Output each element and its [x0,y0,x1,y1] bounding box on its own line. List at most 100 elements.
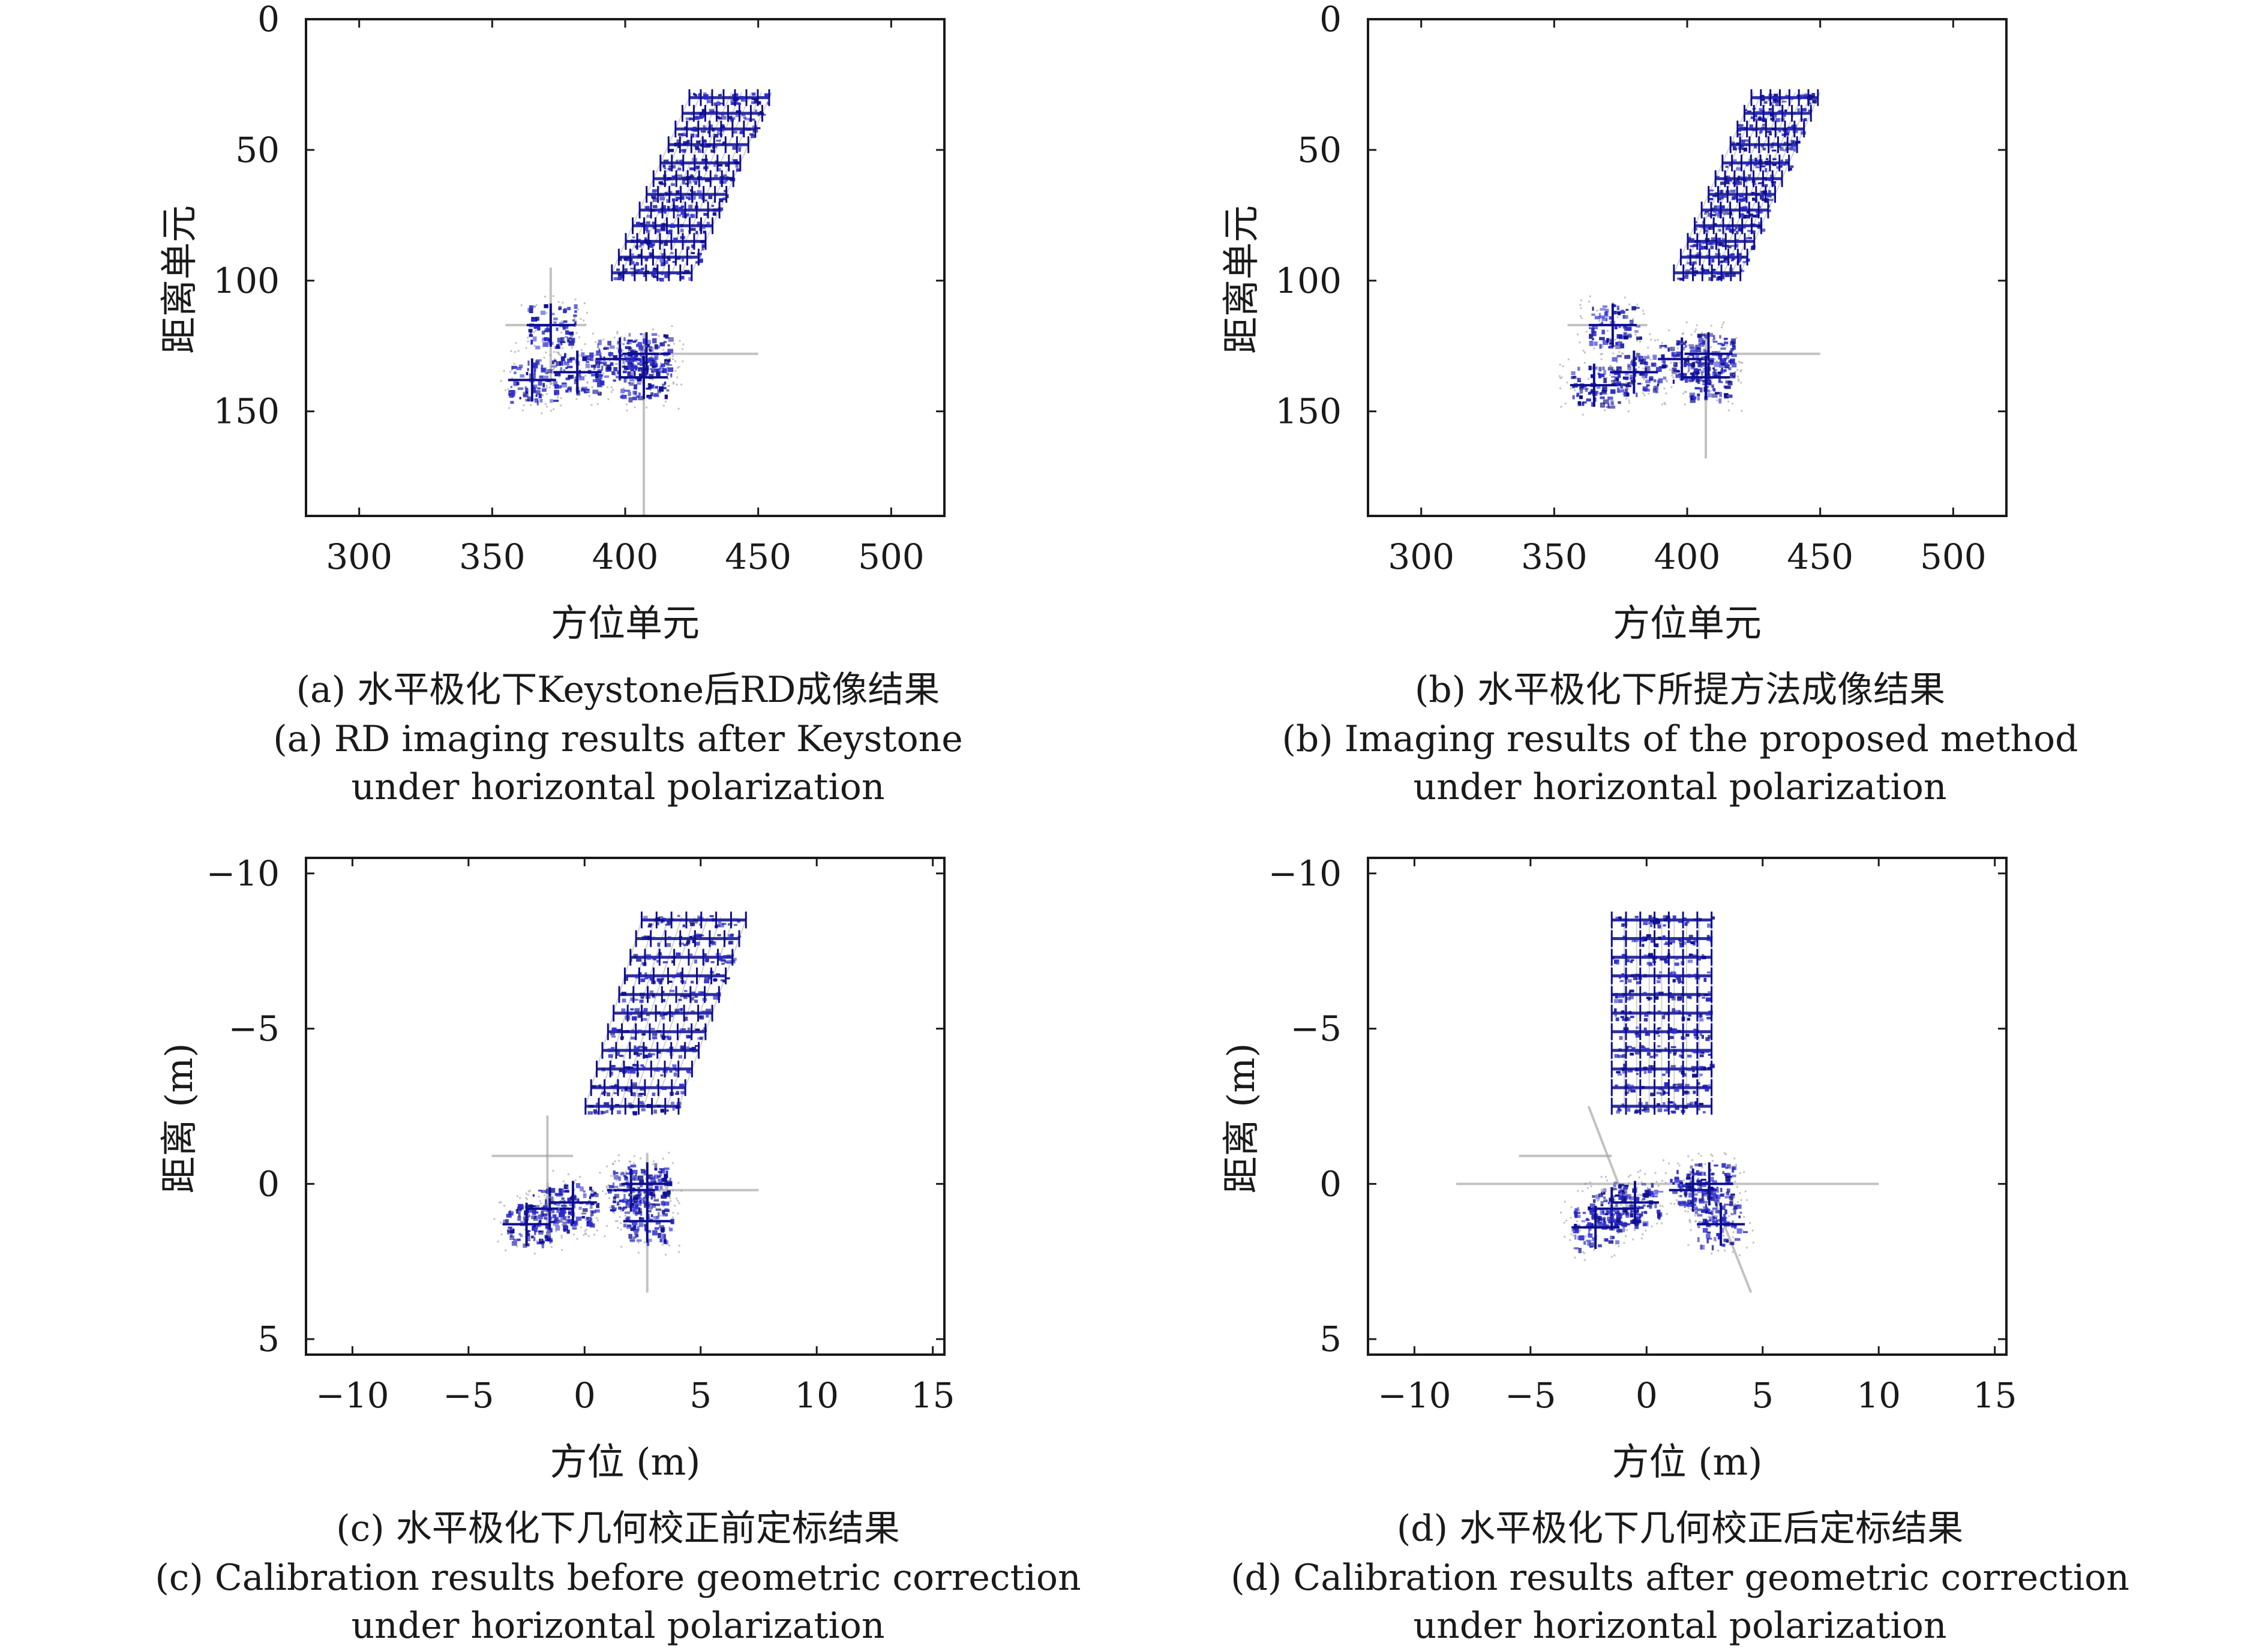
scatter-point [1591,338,1594,340]
scatter-point [1653,379,1657,383]
scatter-point [1630,1084,1634,1087]
scatter-point [646,230,650,233]
scatter-point [720,979,725,981]
scatter-point [634,365,638,369]
caption-en-b-line2: under horizontal polarization [1413,766,1947,808]
scatter-point [554,1221,557,1224]
clutter-point [591,386,593,389]
scatter-point [1600,315,1605,319]
scatter-point [652,1230,658,1236]
scatter-point [1671,996,1676,1001]
clutter-point [1630,1194,1632,1197]
clutter-point [1745,1247,1748,1249]
scatter-point [1712,1188,1717,1191]
scatter-point [635,262,639,266]
scatter-point [1626,326,1632,331]
scatter-point [646,365,649,370]
scatter-point [652,205,658,208]
clutter-point [560,354,562,356]
scatter-point [694,145,699,147]
clutter-point [655,349,657,351]
scatter-point [635,974,639,979]
scatter-point [1731,245,1735,247]
scatter-point [1724,393,1729,399]
scatter-point [655,917,661,921]
clutter-point [658,1190,661,1192]
clutter-point [612,1175,614,1178]
scatter-point [718,117,722,120]
scatter-point [1682,1184,1687,1188]
clutter-point [602,372,605,374]
clutter-point [646,406,648,409]
scatter-point [541,1211,544,1217]
scatter-point [1746,211,1750,214]
scatter-point [1736,142,1741,145]
scatter-point [1717,343,1723,345]
scatter-point [1690,1101,1694,1105]
clutter-point [611,1188,614,1191]
scatter-point [1759,131,1762,134]
scatter-point [638,1217,644,1222]
scatter-point [542,1213,548,1216]
scatter-point [683,995,688,999]
clutter-point [532,1213,534,1215]
scatter-point [656,978,661,982]
scatter-point [647,925,652,927]
scatter-point [1720,1193,1724,1197]
scatter-point [628,332,631,337]
scatter-point [659,981,663,985]
y-axis-label: 距离 (m) [157,1043,201,1194]
scatter-point [629,1187,635,1190]
scatter-point [1630,1016,1634,1019]
scatter-point [670,149,674,152]
scatter-point [1598,1244,1602,1248]
scatter-point [578,376,585,381]
clutter-point [509,371,511,373]
scatter-point [669,1227,673,1232]
scatter-point [1704,350,1710,352]
clutter-point [1638,1176,1640,1179]
scatter-point [661,1178,667,1182]
scatter-point [1622,1018,1627,1021]
scatter-point [1729,350,1733,355]
scatter-point [568,344,574,347]
scatter-point [1697,1178,1699,1181]
scatter-point [525,390,529,394]
scatter-point [752,118,755,121]
scatter-point [632,1209,635,1214]
scatter-point [757,112,760,117]
scatter-point [1624,1184,1629,1187]
clutter-point [1609,374,1611,376]
scatter-point [1793,148,1796,152]
scatter-point [595,1193,599,1197]
clutter-point [1733,1157,1736,1160]
scatter-point [1669,942,1673,945]
scatter-point [1599,337,1605,341]
clutter-point [617,1194,619,1197]
scatter-point [728,934,733,938]
scatter-point [1730,358,1735,364]
scatter-point [689,921,694,923]
clutter-point [535,304,538,306]
scatter-point [1707,333,1714,337]
scatter-point [1634,1221,1639,1226]
clutter-point [1587,378,1589,380]
clutter-point [509,391,511,394]
clutter-point [1582,1190,1584,1193]
clutter-point [1700,356,1703,359]
scatter-point [667,206,670,211]
scatter-point [1718,398,1722,404]
scatter-point [1703,977,1707,982]
clutter-point [1654,1172,1657,1174]
clutter-point [1673,362,1676,365]
clutter-point [1651,1225,1653,1227]
clutter-point [1643,1183,1645,1185]
scatter-point [619,1183,625,1187]
scatter-point [636,1239,642,1242]
scatter-point [1726,175,1730,178]
x-tick-label: 350 [1521,536,1588,577]
scatter-point [1785,159,1788,163]
scatter-point [637,1029,642,1031]
scatter-point [1705,1088,1709,1092]
scatter-point [1617,1107,1621,1112]
